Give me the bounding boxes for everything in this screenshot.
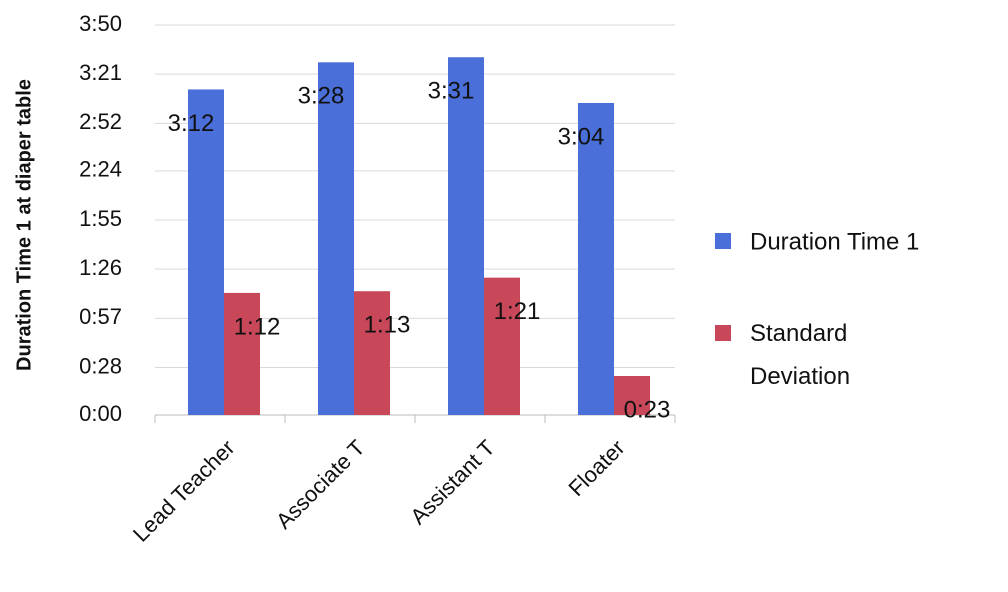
data-label: 3:12 [168, 110, 215, 137]
bar [318, 62, 354, 415]
data-label: 3:31 [428, 78, 475, 105]
data-label: 1:13 [364, 312, 411, 339]
x-tick-label: Floater [564, 435, 630, 501]
bar [354, 291, 390, 415]
y-axis-title: Duration Time 1 at diaper table [13, 79, 35, 371]
bar [448, 57, 484, 415]
y-tick-label: 0:28 [79, 353, 122, 378]
data-label: 0:23 [624, 396, 671, 423]
y-tick-label: 0:00 [79, 401, 122, 426]
data-label: 1:12 [234, 313, 281, 340]
y-tick-label: 3:21 [79, 60, 122, 85]
y-tick-label: 2:24 [79, 157, 122, 182]
data-label: 1:21 [494, 298, 541, 325]
bar [614, 376, 650, 415]
data-label: 3:28 [298, 83, 345, 110]
legend-swatch [715, 325, 731, 341]
x-tick-label: Assistant T [405, 435, 499, 529]
x-tick-label: Lead Teacher [128, 435, 240, 547]
y-tick-label: 1:55 [79, 206, 122, 231]
x-tick-label: Associate T [271, 435, 370, 534]
bar [484, 277, 520, 415]
bar [578, 103, 614, 415]
y-tick-label: 2:52 [79, 109, 122, 134]
bar [224, 292, 260, 415]
data-label: 3:04 [558, 123, 605, 150]
legend-swatch [715, 233, 731, 249]
legend-label: Standard Deviation [750, 320, 850, 390]
y-tick-label: 1:26 [79, 255, 122, 280]
y-tick-label: 0:57 [79, 304, 122, 329]
bar [188, 89, 224, 415]
legend-label: Duration Time 1 [750, 228, 919, 255]
y-tick-label: 3:50 [79, 11, 122, 36]
